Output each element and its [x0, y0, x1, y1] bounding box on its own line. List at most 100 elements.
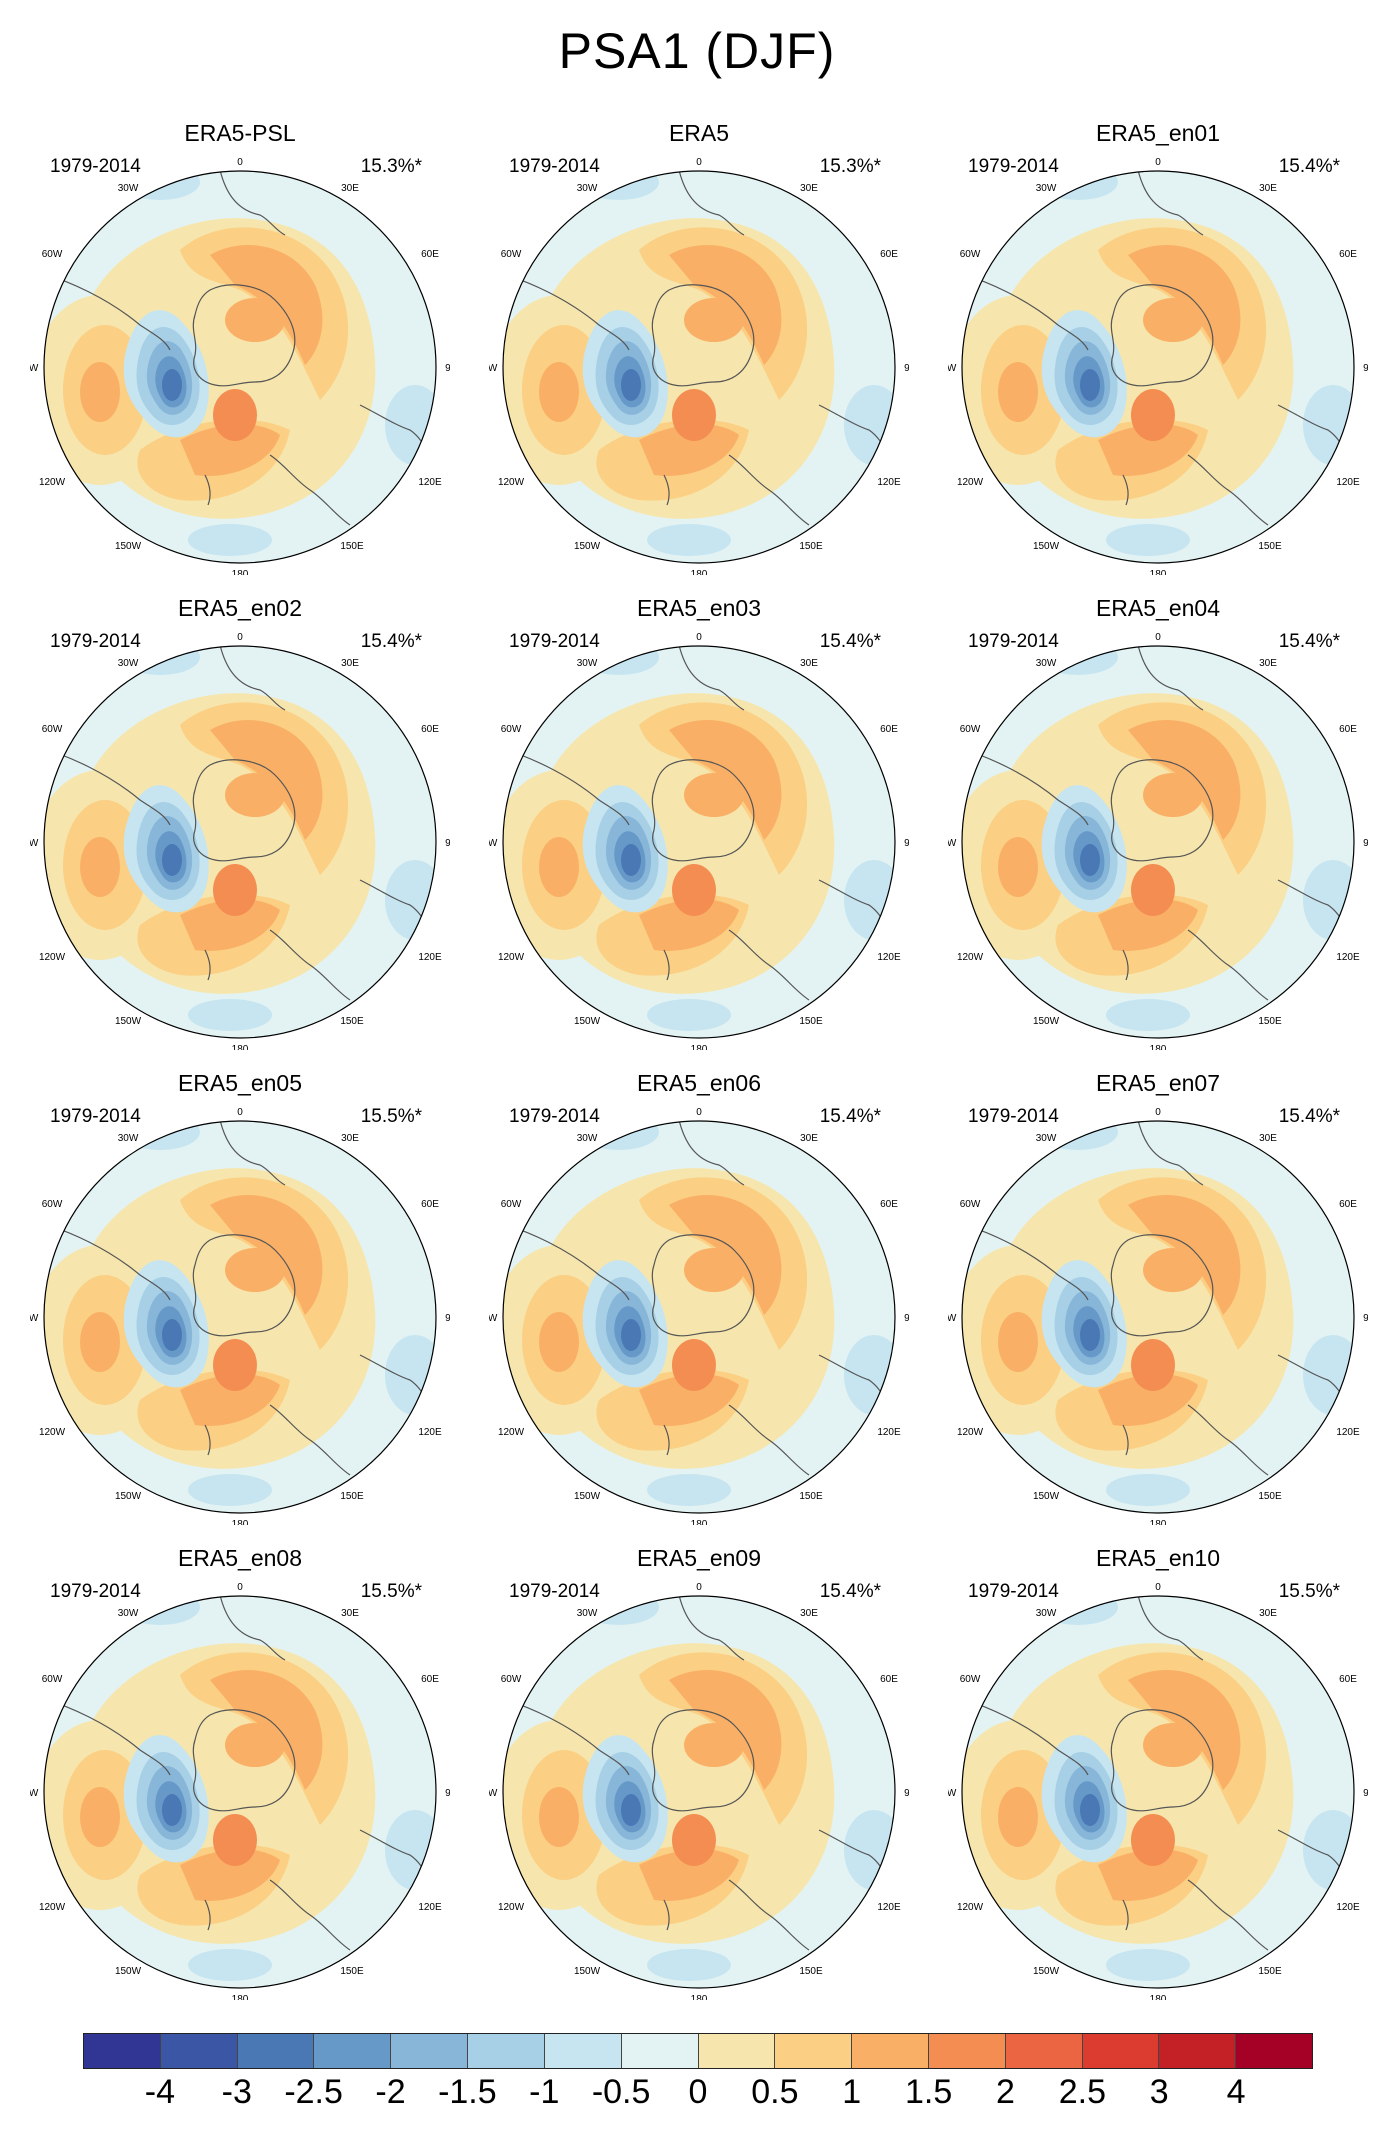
map-panel: 0 30E 60E 90E 120E 150E 180 150W 120W 90W 60W 30W ER…: [948, 120, 1368, 575]
longitude-label: 90W: [948, 838, 957, 849]
longitude-label: 30W: [577, 183, 598, 194]
longitude-label: 150W: [574, 1966, 601, 1977]
longitude-label: 60E: [421, 724, 439, 735]
polar-map: 0 30E 60E 90E 120E 150E 180 150W 120W 90W 60W 30W: [489, 157, 909, 575]
longitude-label: 150W: [115, 541, 142, 552]
period-label: 1979-2014: [968, 631, 1059, 652]
longitude-label: 150E: [1258, 541, 1282, 552]
longitude-label: 90E: [1363, 1313, 1368, 1324]
longitude-label: 60E: [1339, 249, 1357, 260]
colorbar-swatch: [84, 2034, 161, 2068]
longitude-label: 90E: [904, 1313, 909, 1324]
variance-label: 15.4%*: [1278, 631, 1340, 652]
variance-label: 15.4%*: [819, 1581, 881, 1602]
longitude-label: 120W: [957, 1427, 984, 1438]
colorbar-tick-label: 0.5: [751, 2073, 799, 2111]
colorbar-tick-label: 4: [1226, 2073, 1246, 2111]
longitude-label: 30E: [1259, 1133, 1277, 1144]
longitude-label: 150W: [1033, 541, 1060, 552]
longitude-label: 30E: [341, 183, 359, 194]
longitude-label: 120E: [1336, 477, 1360, 488]
longitude-label: 30W: [1036, 1608, 1057, 1619]
longitude-label: 0: [1155, 1582, 1161, 1593]
colorbar-swatch: [160, 2034, 238, 2068]
longitude-label: 120E: [1336, 952, 1360, 963]
longitude-label: 90E: [904, 363, 909, 374]
longitude-label: 90W: [489, 1313, 498, 1324]
longitude-label: 120E: [1336, 1902, 1360, 1913]
longitude-label: 0: [696, 632, 702, 643]
longitude-label: 90E: [1363, 838, 1368, 849]
longitude-label: 60E: [421, 1674, 439, 1685]
period-label: 1979-2014: [968, 1106, 1059, 1127]
longitude-label: 0: [1155, 157, 1161, 168]
longitude-label: 60E: [880, 1199, 898, 1210]
polar-map: 0 30E 60E 90E 120E 150E 180 150W 120W 90W 60W 30W: [948, 1582, 1368, 2000]
period-label: 1979-2014: [50, 156, 141, 177]
longitude-label: 150W: [115, 1966, 142, 1977]
colorbar-swatch: [928, 2034, 1006, 2068]
longitude-label: 120E: [418, 1902, 442, 1913]
longitude-label: 150E: [1258, 1966, 1282, 1977]
longitude-label: 150W: [1033, 1491, 1060, 1502]
polar-map: 0 30E 60E 90E 120E 150E 180 150W 120W 90W 60W 30W: [30, 1107, 450, 1525]
period-label: 1979-2014: [968, 1581, 1059, 1602]
longitude-label: 180: [232, 1044, 249, 1050]
longitude-label: 0: [696, 1582, 702, 1593]
longitude-label: 60W: [42, 724, 63, 735]
longitude-label: 120E: [418, 1427, 442, 1438]
period-label: 1979-2014: [968, 156, 1059, 177]
longitude-label: 30W: [118, 1133, 139, 1144]
colorbar-tick-label: -1.5: [438, 2073, 497, 2111]
longitude-label: 150E: [340, 1016, 364, 1027]
longitude-label: 60W: [42, 1674, 63, 1685]
colorbar-tick-label: -3: [221, 2073, 252, 2111]
longitude-label: 30W: [1036, 1133, 1057, 1144]
map-panel: 0 30E 60E 90E 120E 150E 180 150W 120W 90W 60W 30W ER…: [30, 595, 450, 1050]
colorbar-swatch: [698, 2034, 776, 2068]
longitude-label: 30W: [118, 658, 139, 669]
longitude-label: 60W: [960, 1199, 981, 1210]
longitude-label: 150E: [799, 1016, 823, 1027]
longitude-label: 120W: [957, 477, 984, 488]
longitude-label: 180: [691, 1044, 708, 1050]
longitude-label: 120W: [957, 952, 984, 963]
colorbar-tick-label: -4: [144, 2073, 175, 2111]
colorbar-tick-label: 1: [842, 2073, 862, 2111]
longitude-label: 30E: [800, 1608, 818, 1619]
map-panel: 0 30E 60E 90E 120E 150E 180 150W 120W 90W 60W 30W ER…: [489, 1070, 909, 1525]
figure-title: PSA1 (DJF): [558, 23, 836, 79]
longitude-label: 180: [1150, 1994, 1167, 2000]
polar-map: 0 30E 60E 90E 120E 150E 180 150W 120W 90W 60W 30W: [489, 1582, 909, 2000]
panel-title: ERA5_en05: [177, 1070, 303, 1096]
longitude-label: 60W: [501, 1199, 522, 1210]
longitude-label: 120E: [877, 1427, 901, 1438]
map-panel: 0 30E 60E 90E 120E 150E 180 150W 120W 90W 60W 30W ER…: [489, 1545, 909, 2000]
longitude-label: 120E: [418, 952, 442, 963]
longitude-label: 30E: [800, 1133, 818, 1144]
longitude-label: 150W: [574, 1491, 601, 1502]
longitude-label: 0: [1155, 632, 1161, 643]
longitude-label: 150W: [574, 541, 601, 552]
colorbar-swatch: [1236, 2034, 1312, 2068]
longitude-label: 30W: [118, 183, 139, 194]
longitude-label: 90W: [489, 838, 498, 849]
polar-map: 0 30E 60E 90E 120E 150E 180 150W 120W 90W 60W 30W: [948, 157, 1368, 575]
map-panel: 0 30E 60E 90E 120E 150E 180 150W 120W 90W 60W 30W ER…: [489, 595, 909, 1050]
longitude-label: 90E: [445, 838, 450, 849]
polar-map: 0 30E 60E 90E 120E 150E 180 150W 120W 90W 60W 30W: [948, 632, 1368, 1050]
longitude-label: 90E: [1363, 1788, 1368, 1799]
variance-label: 15.5%*: [360, 1581, 422, 1602]
longitude-label: 60W: [501, 724, 522, 735]
longitude-label: 30E: [800, 183, 818, 194]
longitude-label: 150E: [1258, 1016, 1282, 1027]
longitude-label: 90W: [948, 1313, 957, 1324]
colorbar-swatch: [391, 2034, 469, 2068]
longitude-label: 180: [691, 569, 708, 575]
longitude-label: 30W: [118, 1608, 139, 1619]
longitude-label: 90E: [445, 1788, 450, 1799]
longitude-label: 30W: [577, 658, 598, 669]
polar-map: 0 30E 60E 90E 120E 150E 180 150W 120W 90W 60W 30W: [30, 632, 450, 1050]
map-panel: 0 30E 60E 90E 120E 150E 180 150W 120W 90W 60W 30W ER…: [30, 1545, 450, 2000]
variance-label: 15.4%*: [1278, 1106, 1340, 1127]
